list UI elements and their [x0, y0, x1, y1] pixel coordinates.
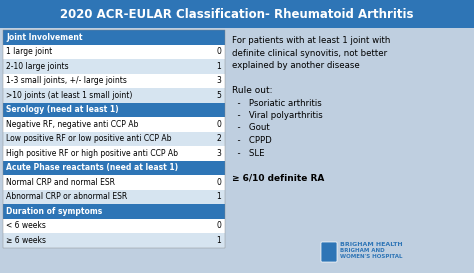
Text: WOMEN'S HOSPITAL: WOMEN'S HOSPITAL	[340, 254, 402, 259]
Text: 3: 3	[216, 149, 221, 158]
Text: 5: 5	[216, 91, 221, 100]
FancyBboxPatch shape	[3, 233, 225, 248]
Text: High positive RF or high positive anti CCP Ab: High positive RF or high positive anti C…	[6, 149, 178, 158]
Text: 0: 0	[216, 178, 221, 187]
FancyBboxPatch shape	[3, 204, 225, 218]
Text: BRIGHAM AND: BRIGHAM AND	[340, 248, 384, 254]
Text: 2020 ACR-EULAR Classification- Rheumatoid Arthritis: 2020 ACR-EULAR Classification- Rheumatoi…	[60, 7, 414, 20]
Text: 3: 3	[216, 76, 221, 85]
FancyBboxPatch shape	[3, 88, 225, 102]
Text: < 6 weeks: < 6 weeks	[6, 221, 46, 230]
Text: 1-3 small joints, +/- large joints: 1-3 small joints, +/- large joints	[6, 76, 127, 85]
FancyBboxPatch shape	[3, 175, 225, 189]
Text: Normal CRP and normal ESR: Normal CRP and normal ESR	[6, 178, 115, 187]
Text: 1: 1	[216, 236, 221, 245]
FancyBboxPatch shape	[3, 132, 225, 146]
Text: Duration of symptoms: Duration of symptoms	[6, 207, 102, 216]
FancyBboxPatch shape	[3, 73, 225, 88]
FancyBboxPatch shape	[3, 161, 225, 175]
Text: -   SLE: - SLE	[232, 149, 264, 158]
Text: Acute Phase reactants (need at least 1): Acute Phase reactants (need at least 1)	[6, 163, 178, 172]
Text: 0: 0	[216, 47, 221, 56]
Text: 0: 0	[216, 120, 221, 129]
Text: explained by another disease: explained by another disease	[232, 61, 360, 70]
Text: Abnormal CRP or abnormal ESR: Abnormal CRP or abnormal ESR	[6, 192, 127, 201]
Text: Negative RF, negative anti CCP Ab: Negative RF, negative anti CCP Ab	[6, 120, 138, 129]
Text: For patients with at least 1 joint with: For patients with at least 1 joint with	[232, 36, 391, 45]
FancyBboxPatch shape	[3, 146, 225, 161]
FancyBboxPatch shape	[3, 59, 225, 73]
FancyBboxPatch shape	[3, 30, 225, 44]
Text: -   Gout: - Gout	[232, 123, 270, 132]
Text: -   Viral polyarthritis: - Viral polyarthritis	[232, 111, 323, 120]
Text: 2: 2	[216, 134, 221, 143]
FancyBboxPatch shape	[3, 218, 225, 233]
Text: ≥ 6/10 definite RA: ≥ 6/10 definite RA	[232, 174, 324, 182]
Text: Serology (need at least 1): Serology (need at least 1)	[6, 105, 118, 114]
FancyBboxPatch shape	[321, 242, 337, 262]
FancyBboxPatch shape	[3, 44, 225, 59]
Text: Low positive RF or low positive anti CCP Ab: Low positive RF or low positive anti CCP…	[6, 134, 172, 143]
Text: 2-10 large joints: 2-10 large joints	[6, 62, 69, 71]
FancyBboxPatch shape	[3, 102, 225, 117]
Text: ≥ 6 weeks: ≥ 6 weeks	[6, 236, 46, 245]
FancyBboxPatch shape	[0, 0, 474, 28]
Text: 1: 1	[216, 62, 221, 71]
Text: Joint Involvement: Joint Involvement	[6, 33, 82, 42]
FancyBboxPatch shape	[3, 189, 225, 204]
Text: definite clinical synovitis, not better: definite clinical synovitis, not better	[232, 49, 387, 58]
Text: 1: 1	[216, 192, 221, 201]
Text: -   CPPD: - CPPD	[232, 136, 272, 145]
Text: 0: 0	[216, 221, 221, 230]
Text: BRIGHAM HEALTH: BRIGHAM HEALTH	[340, 242, 402, 248]
FancyBboxPatch shape	[3, 117, 225, 132]
Text: -   Psoriatic arthritis: - Psoriatic arthritis	[232, 99, 322, 108]
Text: Rule out:: Rule out:	[232, 86, 273, 95]
Text: >10 joints (at least 1 small joint): >10 joints (at least 1 small joint)	[6, 91, 132, 100]
Text: 1 large joint: 1 large joint	[6, 47, 52, 56]
